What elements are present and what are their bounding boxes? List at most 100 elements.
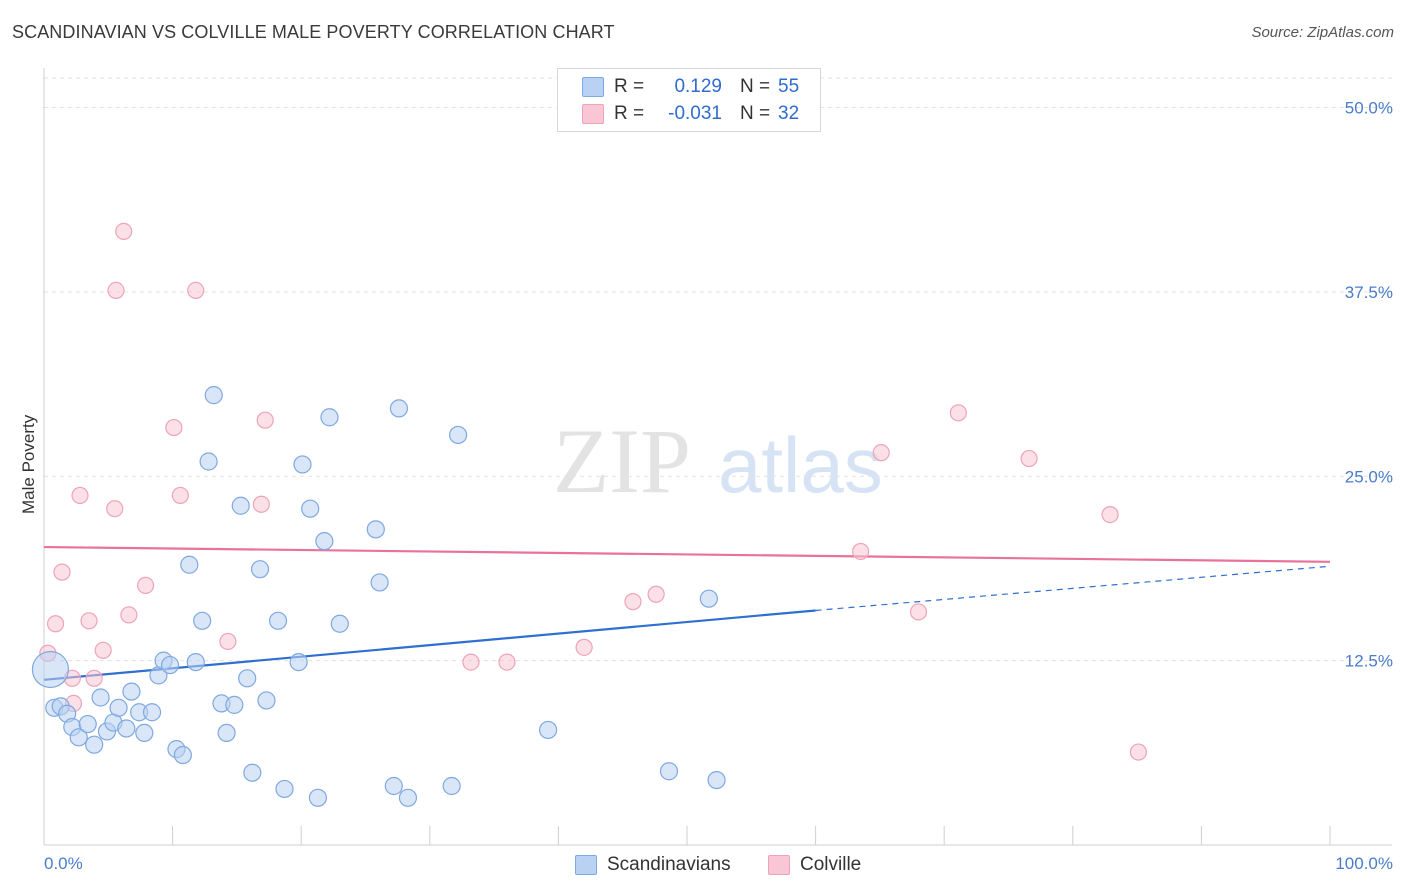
- scandinavian-point: [308, 788, 328, 807]
- colville-point: [462, 653, 480, 671]
- legend-r-label: R =: [614, 103, 645, 124]
- colville-point: [71, 486, 89, 505]
- y-tick-label: 37.5%: [1345, 283, 1393, 302]
- legend-swatch-pink: [582, 104, 604, 124]
- scandinavian-point: [204, 386, 223, 405]
- scandinavian-point: [320, 408, 339, 427]
- source-label: Source: ZipAtlas.com: [1251, 24, 1394, 41]
- colville-point: [107, 281, 125, 299]
- colville-point: [165, 418, 183, 437]
- colville-point: [575, 638, 593, 656]
- colville-point: [498, 653, 516, 671]
- legend-n-label: N =: [740, 76, 771, 97]
- scandinavian-point: [539, 720, 558, 740]
- legend: R = 0.129 N = 55 R = -0.031 N = 32: [557, 68, 821, 132]
- scandinavians-trend-extension: [815, 565, 1331, 612]
- colville-point: [909, 603, 928, 621]
- scandinavian-point: [85, 735, 104, 754]
- colville-point: [1020, 449, 1038, 468]
- colville-point: [46, 615, 65, 633]
- legend-r-label: R =: [614, 76, 645, 97]
- scandinavian-point: [293, 455, 312, 474]
- colville-point: [187, 281, 205, 299]
- scandinavian-point: [289, 652, 308, 672]
- y-tick-label: 25.0%: [1345, 467, 1393, 486]
- colville-point: [647, 585, 665, 603]
- scandinavian-point: [135, 723, 154, 743]
- scandinavian-point: [78, 714, 97, 734]
- scandinavian-point: [370, 573, 389, 592]
- colville-point: [219, 632, 237, 651]
- bottom-legend-swatch-blue: [575, 855, 597, 875]
- gridlines: [44, 77, 1392, 662]
- scandinavian-point: [238, 669, 257, 688]
- colville-point: [624, 593, 642, 611]
- colville-point: [136, 576, 155, 595]
- scandinavian-point: [180, 555, 199, 574]
- scandinavian-point: [699, 589, 718, 608]
- watermark-zip: ZIP: [553, 410, 691, 512]
- legend-r-value: -0.031: [668, 103, 722, 124]
- colville-point: [1101, 505, 1119, 524]
- legend-row-colville: R = -0.031 N = 32: [582, 102, 799, 126]
- scandinavian-point: [69, 728, 88, 747]
- scandinavian-point: [384, 776, 403, 796]
- colville-point: [949, 404, 967, 422]
- colville-point: [120, 606, 138, 624]
- scandinavian-point: [275, 779, 294, 799]
- scandinavian-point: [225, 695, 244, 714]
- legend-r-value: 0.129: [674, 76, 722, 97]
- legend-n-label: N =: [740, 103, 771, 124]
- scandinavian-point: [122, 682, 141, 701]
- scandinavian-point: [257, 691, 276, 710]
- scandinavian-point: [91, 688, 110, 707]
- tick-labels: 12.5% 25.0% 37.5% 50.0% 0.0% 100.0%: [44, 99, 1393, 874]
- scandinavian-point: [243, 763, 262, 782]
- colville-point: [256, 411, 274, 429]
- bottom-legend-colville: Colville: [768, 852, 861, 878]
- colville-point: [872, 444, 890, 462]
- colville-point: [85, 669, 103, 687]
- scandinavian-point: [448, 425, 468, 445]
- legend-n-value: 32: [778, 103, 800, 124]
- legend-n-value: 55: [778, 76, 800, 97]
- scandinavian-point: [389, 399, 409, 418]
- colville-point: [94, 641, 112, 659]
- scandinavian-point: [109, 698, 128, 717]
- colville-point: [1129, 743, 1147, 761]
- y-tick-label: 50.0%: [1345, 99, 1393, 118]
- scandinavian-point: [659, 762, 679, 781]
- scandinavian-point: [707, 770, 726, 790]
- colville-point: [171, 486, 189, 505]
- colville-point: [80, 612, 98, 630]
- legend-row-scandinavians: R = 0.129 N = 55: [582, 75, 799, 99]
- scandinavian-point: [315, 532, 334, 551]
- scandinavian-point: [268, 611, 288, 630]
- bottom-legend-label-colville: Colville: [800, 854, 862, 875]
- trend-lines: [43, 545, 1331, 681]
- scandinavian-point: [366, 520, 385, 539]
- scandinavian-point: [193, 611, 212, 630]
- y-axis-label: Male Poverty: [19, 414, 38, 514]
- colville-point: [53, 563, 71, 581]
- bottom-legend-scandinavians: Scandinavians: [575, 852, 731, 878]
- y-tick-label: 12.5%: [1345, 652, 1393, 671]
- scandinavian-point: [173, 745, 192, 765]
- scandinavian-point: [301, 499, 320, 518]
- scandinavian-point: [199, 452, 218, 471]
- scandinavian-point: [160, 655, 180, 675]
- x-tick-label-min: 0.0%: [44, 854, 83, 873]
- legend-swatch-blue: [582, 77, 604, 97]
- axes: [43, 68, 1392, 846]
- scandinavian-point: [31, 650, 70, 689]
- chart-title: SCANDINAVIAN VS COLVILLE MALE POVERTY CO…: [12, 22, 615, 42]
- scandinavian-point: [231, 496, 250, 515]
- colville-trend-line: [43, 545, 1331, 563]
- scandinavian-point: [398, 788, 418, 807]
- bottom-legend-label-scandinavians: Scandinavians: [607, 854, 731, 875]
- colville-point: [115, 222, 133, 240]
- scandinavian-point: [442, 776, 461, 796]
- colville-point: [852, 542, 870, 561]
- scandinavian-point: [250, 560, 270, 579]
